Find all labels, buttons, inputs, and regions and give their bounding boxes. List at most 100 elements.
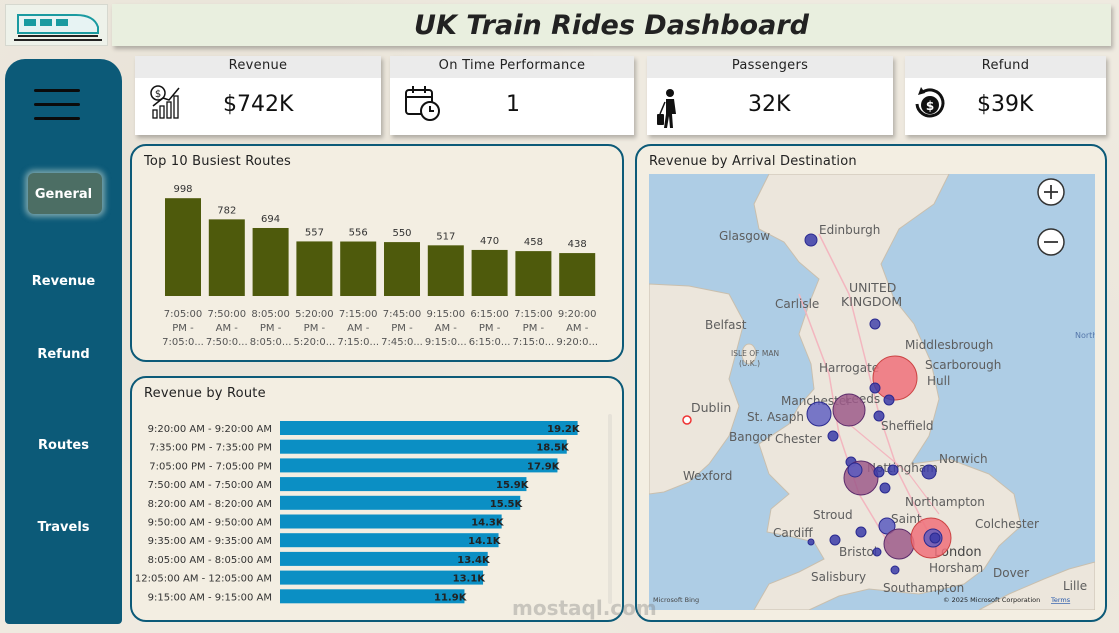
map-attribution-copyright: © 2025 Microsoft Corporation — [943, 596, 1040, 604]
map-label: Salisbury — [811, 570, 866, 584]
x-tick-label: 9:15:00 — [427, 309, 466, 320]
y-tick-label: 7:50:00 AM - 7:50:00 AM — [148, 480, 272, 491]
kpi-refund: Refund $ $39K — [905, 56, 1106, 135]
traveler-icon — [657, 89, 676, 128]
bubble-bristol[interactable] — [829, 534, 841, 546]
bubble[interactable] — [883, 528, 915, 560]
panel-title: Revenue by Arrival Destination — [649, 154, 857, 169]
nav-routes[interactable]: Routes — [38, 438, 89, 453]
bar[interactable] — [559, 253, 596, 296]
x-tick-label: 7:15:00 — [339, 309, 378, 320]
bubble[interactable] — [855, 526, 867, 538]
map-land-france — [978, 561, 1095, 610]
bar[interactable] — [280, 458, 558, 473]
bar[interactable] — [165, 198, 201, 296]
map-label: Norwich — [939, 452, 988, 466]
map-label: Middlesbrough — [905, 338, 993, 352]
bar[interactable] — [280, 421, 578, 435]
bar[interactable] — [384, 242, 420, 296]
bar[interactable] — [280, 514, 502, 529]
bubble[interactable] — [878, 517, 896, 535]
map-label: Edinburgh — [819, 223, 880, 237]
map-label: Glasgow — [719, 229, 770, 243]
y-tick-label: 12:05:00 AM - 12:05:00 AM — [135, 574, 272, 585]
bubble[interactable] — [869, 382, 881, 394]
map-canvas[interactable]: Edinburgh Glasgow UNITED KINGDOM Carlisl… — [649, 174, 1095, 610]
title-bar: UK Train Rides Dashboard — [112, 4, 1111, 46]
bubble-hull[interactable] — [872, 355, 918, 401]
bubble[interactable] — [873, 410, 885, 422]
nav-travels[interactable]: Travels — [37, 520, 90, 535]
bar[interactable] — [280, 533, 499, 548]
bar[interactable] — [340, 241, 377, 296]
bar[interactable] — [280, 439, 567, 454]
bar[interactable] — [515, 251, 552, 296]
bubble-leeds[interactable] — [832, 393, 866, 427]
bar[interactable] — [252, 227, 289, 296]
bubble-edinburgh[interactable] — [804, 233, 818, 247]
map-terms-link[interactable]: Terms — [1050, 596, 1071, 604]
hamburger-menu-icon[interactable] — [34, 89, 80, 121]
kpi-label: Passengers — [647, 56, 893, 78]
bubble-manchester[interactable] — [806, 401, 832, 427]
revenue-by-route-chart: 9:20:00 AM - 9:20:00 AM 19.2K 7:35:00 PM -… — [135, 414, 612, 604]
nav-refund[interactable]: Refund — [37, 347, 90, 362]
kpi-revenue: Revenue $ $742K — [135, 56, 381, 135]
bar[interactable] — [280, 570, 484, 585]
map-label: Nottingham — [867, 461, 938, 475]
bubble[interactable] — [869, 318, 881, 330]
nav-revenue[interactable]: Revenue — [31, 274, 96, 289]
bar[interactable] — [280, 589, 465, 604]
nav-general[interactable]: General — [34, 187, 93, 202]
scrollbar[interactable] — [608, 414, 612, 604]
map-label: ISLE OF MAN — [731, 349, 779, 358]
bubble[interactable] — [929, 532, 941, 544]
x-tick-label: 7:45:0... — [381, 337, 423, 348]
bar[interactable] — [208, 219, 245, 296]
bubble[interactable] — [847, 462, 863, 478]
y-tick-label: 7:35:00 PM - 7:35:00 PM — [149, 443, 272, 454]
busiest-routes-chart: 998 7:05:00 PM - 7:05:0... 782 7:50:00 AM - 7:5… — [162, 184, 598, 348]
x-tick-label: 8:05:0... — [250, 337, 292, 348]
map-label: Bristol — [839, 545, 877, 559]
bar-value-label: 13.4K — [457, 555, 491, 566]
map-road — [798, 293, 890, 545]
map-label: Hull — [927, 374, 950, 388]
map-label: St. Asaph — [747, 410, 804, 424]
x-tick-label: 7:05:00 — [164, 309, 203, 320]
bubble[interactable] — [890, 565, 900, 575]
bubble-norwich[interactable] — [921, 464, 937, 480]
panel-title: Revenue by Route — [144, 386, 266, 401]
bar[interactable] — [296, 241, 333, 296]
page-title: UK Train Rides Dashboard — [414, 9, 809, 41]
bubble[interactable] — [873, 466, 885, 478]
map-label: Saint — [891, 512, 922, 526]
map-label: Sheffield — [881, 419, 934, 433]
bar[interactable] — [471, 249, 508, 296]
bar-value-label: 14.1K — [468, 536, 502, 547]
x-tick-label: 7:15:00 — [514, 309, 553, 320]
revenue-bubbles — [804, 233, 952, 575]
bubble[interactable] — [887, 464, 899, 476]
zoom-in-button[interactable] — [1037, 178, 1065, 206]
bar[interactable] — [427, 245, 464, 296]
map-capital-marker — [682, 415, 692, 425]
kpi-value: $742K — [223, 92, 294, 117]
bubble[interactable] — [879, 482, 891, 494]
y-tick-label: 9:20:00 AM - 9:20:00 AM — [148, 424, 272, 435]
map-label: Scarborough — [925, 358, 1001, 372]
map-label: KINGDOM — [841, 294, 902, 309]
bubble-cardiff[interactable] — [807, 538, 815, 546]
bar[interactable] — [280, 477, 527, 492]
bar[interactable] — [280, 495, 521, 510]
map-label: Bangor — [729, 430, 772, 444]
bar[interactable] — [280, 551, 488, 566]
bubble[interactable] — [872, 547, 882, 557]
x-tick-label: AM - — [566, 323, 589, 334]
bubble[interactable] — [883, 394, 895, 406]
map-label: Southampton — [883, 581, 964, 595]
bubble[interactable] — [827, 430, 839, 442]
zoom-out-button[interactable] — [1037, 228, 1065, 256]
x-tick-label: 7:50:00 — [208, 309, 247, 320]
refund-coin-icon: $ — [915, 87, 945, 118]
